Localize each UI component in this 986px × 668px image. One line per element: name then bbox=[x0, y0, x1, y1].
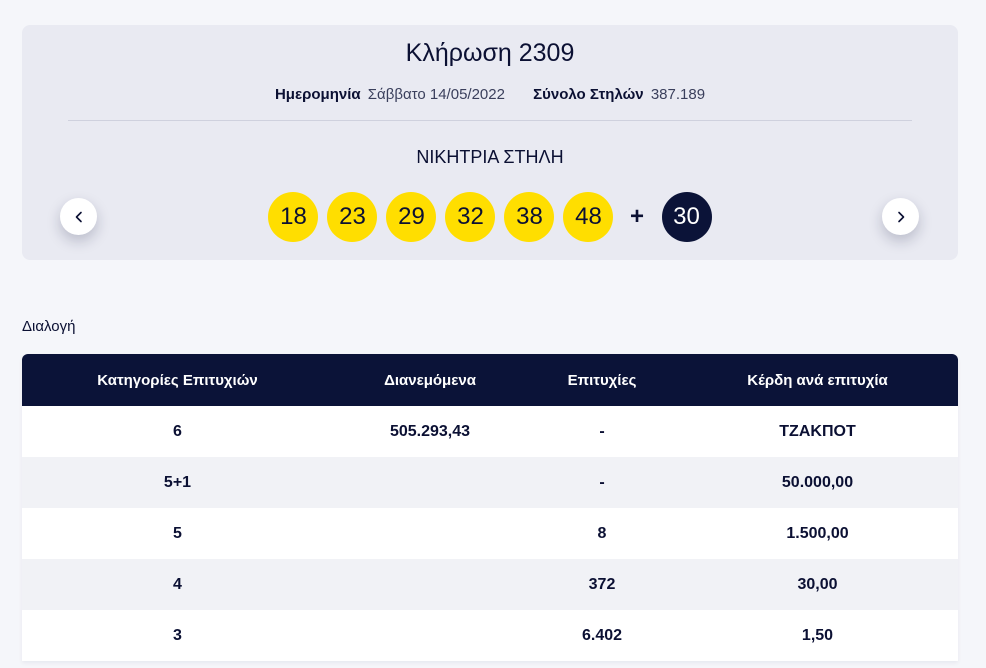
number-ball: 18 bbox=[268, 192, 319, 242]
cell-category: 6 bbox=[173, 422, 182, 440]
cell-distributed bbox=[333, 457, 527, 508]
number-ball: 38 bbox=[504, 192, 555, 242]
number-ball: 29 bbox=[386, 192, 437, 242]
table-row: 6 505.293,43 - ΤΖΑΚΠΟΤ bbox=[22, 406, 958, 457]
cell-category: 3 bbox=[173, 626, 182, 644]
cell-prize: 1.500,00 bbox=[786, 524, 849, 542]
draw-title: Κλήρωση 2309 bbox=[405, 39, 575, 67]
cell-distributed bbox=[333, 508, 527, 559]
next-draw-button[interactable] bbox=[882, 198, 919, 235]
draw-columns-value: 387.189 bbox=[650, 86, 706, 103]
bonus-ball: 30 bbox=[661, 192, 712, 242]
draw-date-label: Ημερομηνία bbox=[274, 86, 361, 103]
cell-prize: 50.000,00 bbox=[781, 473, 854, 491]
plus-sign: + bbox=[629, 203, 644, 230]
previous-draw-button[interactable] bbox=[60, 198, 97, 235]
number-ball: 32 bbox=[445, 192, 496, 242]
table-row: 3 6.402 1,50 bbox=[22, 610, 958, 661]
header-winners: Επιτυχίες bbox=[567, 371, 637, 389]
draw-card: Κλήρωση 2309 Ημερομηνία Σάββατο 14/05/20… bbox=[22, 25, 958, 260]
prize-table: Κατηγορίες Επιτυχιών Διανεμόμενα Επιτυχί… bbox=[22, 354, 958, 661]
cell-distributed bbox=[333, 559, 527, 610]
cell-prize: 30,00 bbox=[797, 575, 838, 593]
cell-winners: - bbox=[599, 473, 605, 491]
table-header-row: Κατηγορίες Επιτυχιών Διανεμόμενα Επιτυχί… bbox=[22, 354, 958, 406]
table-row: 5+1 - 50.000,00 bbox=[22, 457, 958, 508]
cell-winners: - bbox=[599, 422, 605, 440]
draw-columns: Σύνολο Στηλών 387.189 bbox=[533, 86, 705, 103]
number-ball: 23 bbox=[327, 192, 378, 242]
header-categories: Κατηγορίες Επιτυχιών bbox=[97, 371, 258, 389]
draw-date-value: Σάββατο 14/05/2022 bbox=[367, 86, 505, 103]
cell-category: 5+1 bbox=[163, 473, 192, 491]
cell-distributed bbox=[333, 610, 527, 661]
section-label: Διαλογή bbox=[22, 318, 76, 335]
cell-winners: 8 bbox=[597, 524, 607, 542]
cell-winners: 372 bbox=[588, 575, 616, 593]
cell-prize: ΤΖΑΚΠΟΤ bbox=[779, 422, 856, 440]
draw-columns-label: Σύνολο Στηλών bbox=[533, 86, 644, 103]
table-row: 4 372 30,00 bbox=[22, 559, 958, 610]
cell-distributed: 505.293,43 bbox=[389, 422, 471, 440]
winning-column-label: ΝΙΚΗΤΡΙΑ ΣΤΗΛΗ bbox=[416, 147, 564, 167]
chevron-right-icon bbox=[897, 211, 904, 222]
header-distributed: Διανεμόμενα bbox=[384, 371, 476, 389]
header-prize-per-winner: Κέρδη ανά επιτυχία bbox=[747, 371, 888, 389]
draw-date: Ημερομηνία Σάββατο 14/05/2022 bbox=[275, 86, 505, 103]
winning-numbers: 18 23 29 32 38 48 + 30 bbox=[22, 192, 958, 242]
divider bbox=[68, 120, 912, 121]
cell-winners: 6.402 bbox=[581, 626, 623, 644]
table-row: 5 8 1.500,00 bbox=[22, 508, 958, 559]
chevron-left-icon bbox=[75, 211, 82, 222]
cell-prize: 1,50 bbox=[801, 626, 834, 644]
draw-meta: Ημερομηνία Σάββατο 14/05/2022 Σύνολο Στη… bbox=[22, 86, 958, 103]
number-ball: 48 bbox=[563, 192, 614, 242]
cell-category: 5 bbox=[173, 524, 182, 542]
cell-category: 4 bbox=[173, 575, 182, 593]
